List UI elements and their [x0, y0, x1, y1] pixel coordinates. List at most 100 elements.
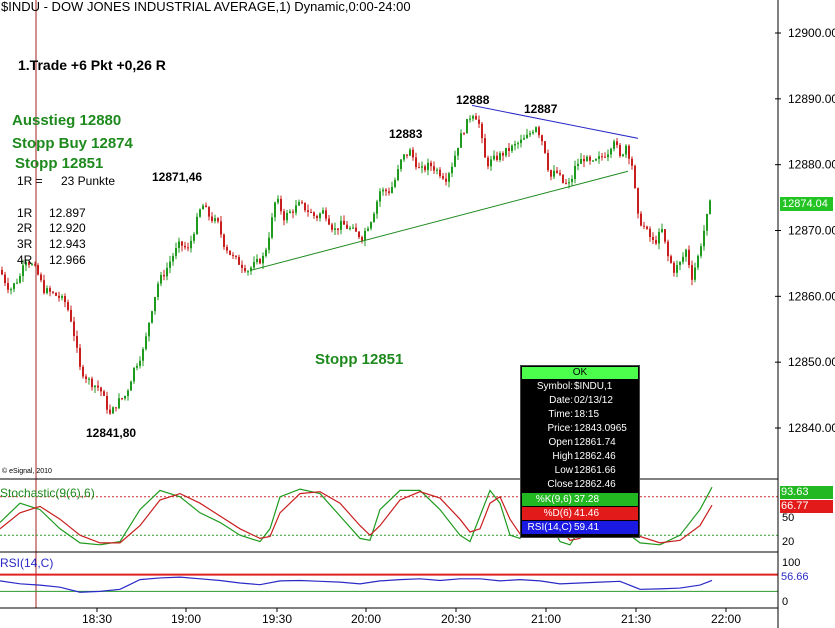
x-tick-label: 21:30: [621, 612, 651, 626]
candle-body: [358, 231, 360, 238]
gridlines: [0, 0, 778, 608]
candle-body: [52, 291, 54, 293]
candle-body: [682, 256, 684, 262]
candle-body: [460, 133, 462, 148]
y-tick-label: 12840.00: [788, 421, 835, 435]
tooltip-d-row: %D(6) 41.46: [522, 507, 638, 520]
candle-body: [121, 398, 123, 400]
swing-label: 12883: [389, 127, 423, 141]
target-label: 4R: [17, 253, 33, 267]
candle-body: [622, 154, 624, 157]
tooltip-row: Time: 18:15: [521, 408, 639, 421]
candle-body: [244, 268, 246, 272]
candle-body: [265, 249, 267, 256]
candle-body: [283, 211, 285, 221]
x-tick-label: 21:00: [531, 612, 561, 626]
candle-body: [646, 226, 648, 229]
candle-body: [436, 169, 438, 171]
candle-body: [76, 336, 78, 348]
candle-body: [541, 135, 543, 142]
target-label: 2R: [17, 221, 33, 235]
candle-body: [130, 381, 132, 391]
candle-body: [232, 254, 234, 256]
candle-body: [466, 119, 468, 134]
trade-result-note: 1.Trade +6 Pkt +0,26 R: [18, 57, 166, 73]
candle-body: [154, 297, 156, 312]
candle-body: [139, 360, 141, 366]
candle-body: [142, 349, 144, 361]
tooltip-k-row: %K(9,6) 37.28: [522, 493, 638, 506]
candle-body: [700, 246, 702, 256]
candle-body: [379, 191, 381, 202]
price-axis: 12900.00 12890.00 12880.00 12870.00 12860.00…: [775, 0, 835, 628]
swing-label: 12887: [524, 102, 558, 116]
candle-body: [382, 189, 384, 192]
tooltip-row: Close 12862.46: [521, 478, 639, 491]
candle-body: [577, 163, 579, 166]
candle-body: [703, 230, 705, 247]
tooltip-key: Time:: [548, 409, 573, 420]
stoch-tick: 20: [782, 536, 795, 548]
candle-body: [481, 123, 483, 139]
candle-body: [28, 262, 30, 265]
candle-body: [46, 288, 48, 294]
copyright: © eSignal, 2010: [2, 468, 52, 475]
candle-body: [343, 220, 345, 225]
candle-body: [229, 250, 231, 255]
candle-body: [4, 274, 6, 283]
candle-body: [340, 220, 342, 230]
x-tick-label: 18:30: [82, 612, 112, 626]
candle-body: [310, 211, 312, 213]
stopp-note-2: Stopp 12851: [315, 351, 404, 368]
candle-body: [262, 255, 264, 264]
candle-body: [592, 160, 594, 162]
tooltip-value: 12862.46: [574, 479, 616, 490]
rsi-line: [0, 576, 713, 593]
candle-body: [562, 174, 564, 183]
candle-body: [403, 154, 405, 160]
x-tick-label: 22:00: [711, 612, 741, 626]
candle-body: [322, 210, 324, 214]
candle-body: [217, 218, 219, 222]
candle-body: [118, 398, 120, 409]
tooltip-ok-button[interactable]: OK: [522, 367, 638, 379]
candle-body: [346, 224, 348, 229]
candle-body: [538, 127, 540, 136]
tooltip-key: %K(9,6): [535, 494, 572, 505]
candle-body: [502, 153, 504, 156]
candle-body: [697, 255, 699, 268]
tooltip-value: 12861.74: [574, 437, 616, 448]
candle-body: [328, 218, 330, 225]
candle-body: [400, 159, 402, 170]
candle-body: [565, 182, 567, 184]
rsi-panel: [0, 573, 778, 593]
price-candles: [1, 113, 711, 415]
candle-body: [679, 261, 681, 266]
candle-body: [226, 246, 228, 251]
tooltip-key: %D(6): [543, 508, 572, 519]
candle-body: [706, 213, 708, 231]
candle-body: [319, 213, 321, 219]
candle-body: [517, 143, 519, 145]
candle-body: [451, 166, 453, 174]
candle-body: [559, 172, 561, 175]
target-value: 12.966: [49, 253, 86, 267]
tooltip-value: 59.41: [574, 522, 600, 533]
candle-body: [268, 237, 270, 250]
candle-body: [364, 230, 366, 241]
candle-body: [37, 265, 39, 275]
candle-body: [604, 156, 606, 158]
candle-body: [313, 212, 315, 216]
candle-body: [202, 205, 204, 210]
tooltip-value: 37.28: [574, 494, 600, 505]
candle-body: [595, 159, 597, 161]
candle-body: [133, 367, 135, 382]
candle-body: [433, 166, 435, 171]
candle-body: [58, 295, 60, 298]
x-tick-label: 20:00: [351, 612, 381, 626]
tooltip-value: 12843.0965: [574, 423, 627, 434]
candle-body: [610, 148, 612, 155]
data-tooltip: OK Symbol: $INDU,1 Date: 02/13/12 Time: 18:…: [520, 365, 640, 538]
candle-body: [415, 157, 417, 168]
candle-body: [295, 205, 297, 213]
